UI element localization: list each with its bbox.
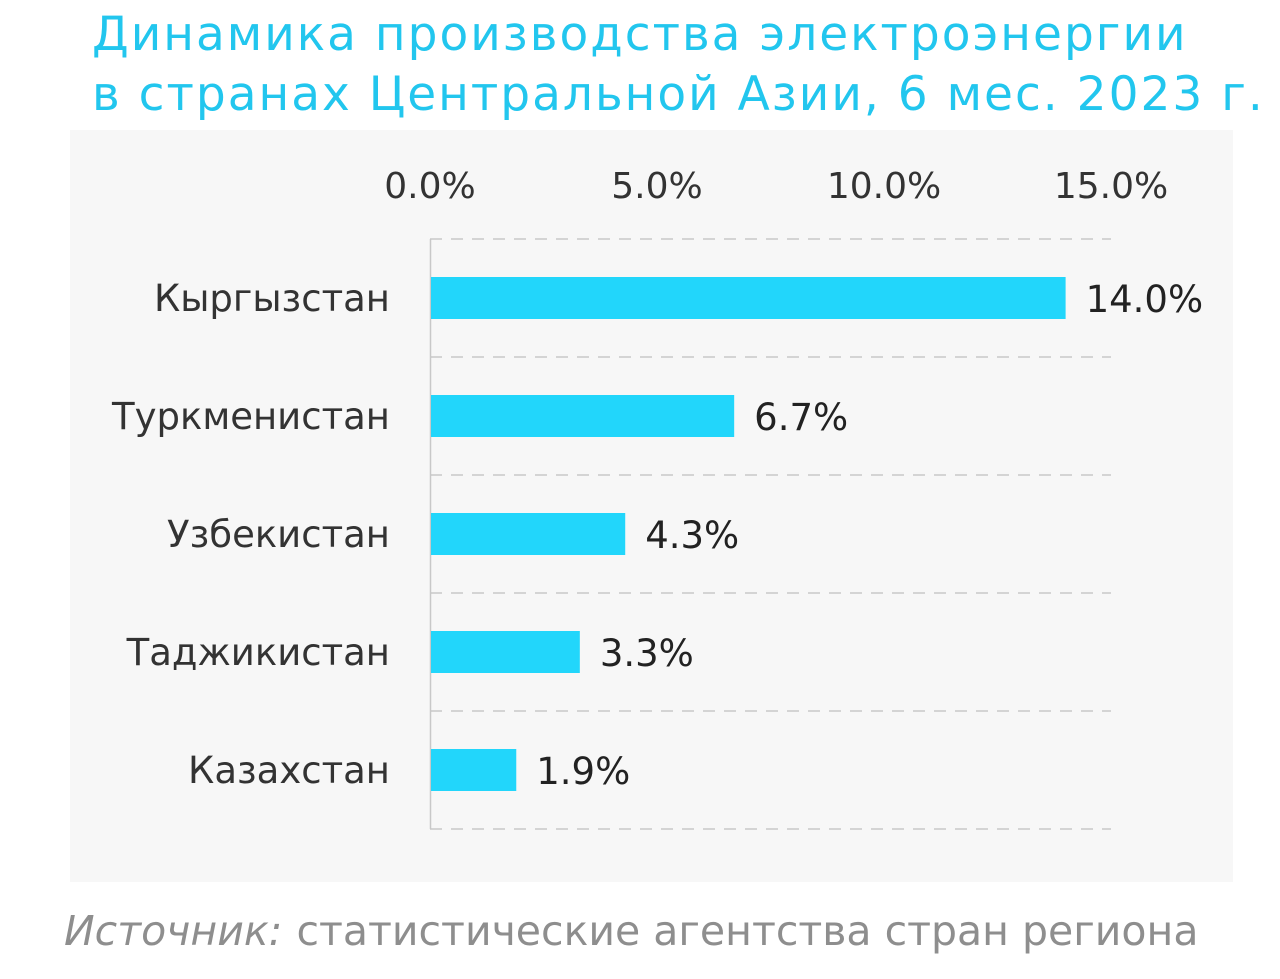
source-note: Источник: статистические агентства стран … [64, 907, 1198, 955]
bar [431, 513, 626, 555]
x-tick-label: 15.0% [1054, 166, 1168, 207]
source-label: Источник: [64, 907, 282, 955]
plot-panel [70, 130, 1233, 882]
category-label: Кыргызстан [154, 277, 390, 320]
x-tick-label: 10.0% [827, 166, 941, 207]
bar [431, 631, 580, 673]
category-label: Туркменистан [111, 395, 390, 438]
category-label: Казахстан [188, 749, 390, 792]
x-tick-label: 0.0% [384, 166, 475, 207]
x-tick-label: 5.0% [611, 166, 702, 207]
data-label: 1.9% [536, 750, 630, 793]
source-text: статистические агентства стран региона [296, 907, 1198, 955]
data-label: 3.3% [600, 632, 694, 675]
chart-title-line-1: Динамика производства электроэнергии [92, 7, 1188, 62]
category-label: Узбекистан [167, 513, 390, 556]
bar [431, 749, 517, 791]
bar [431, 395, 735, 437]
category-label: Таджикистан [126, 631, 390, 674]
bar [431, 277, 1066, 319]
data-label: 6.7% [754, 396, 848, 439]
data-label: 14.0% [1086, 278, 1204, 321]
data-label: 4.3% [645, 514, 739, 557]
chart-title-line-2: в странах Центральной Азии, 6 мес. 2023 … [92, 67, 1265, 122]
